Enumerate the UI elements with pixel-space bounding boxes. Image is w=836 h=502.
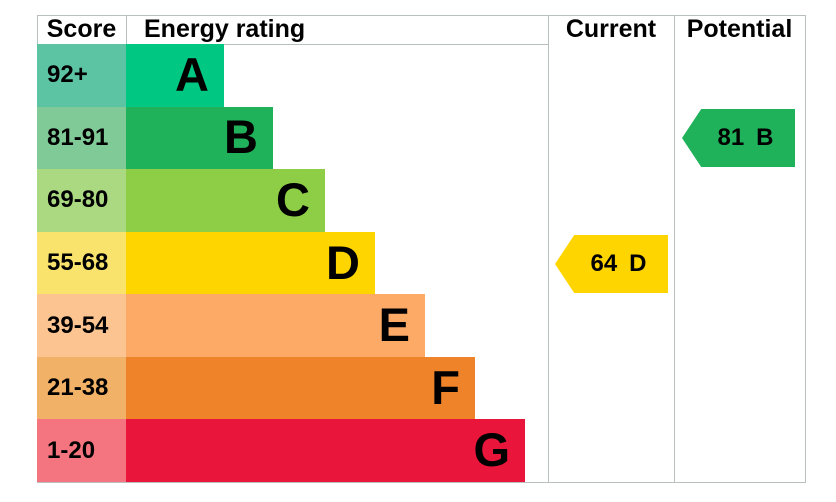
band-letter: E (378, 298, 410, 352)
band-bar: C (126, 169, 325, 232)
band-bar: E (126, 294, 425, 357)
table-border-right (805, 15, 806, 482)
current-rating-arrow: 64 D (555, 235, 668, 293)
band-bar: G (126, 419, 525, 483)
band-row-e: 39-54 E (37, 294, 806, 357)
band-letter: D (326, 235, 360, 289)
band-score-cell: 69-80 (37, 169, 126, 232)
potential-column-divider (674, 15, 675, 482)
band-score-label: 39-54 (47, 311, 109, 339)
band-score-label: 92+ (47, 61, 88, 89)
band-row-b: 81-91 B (37, 106, 806, 170)
band-bar: A (126, 44, 224, 107)
band-score-label: 69-80 (47, 186, 109, 214)
band-score-cell: 81-91 (37, 106, 126, 170)
band-score-cell: 21-38 (37, 356, 126, 420)
band-score-cell: 92+ (37, 44, 126, 107)
current-column-divider (548, 15, 549, 482)
column-header-potential: Potential (686, 15, 793, 43)
band-row-f: 21-38 F (37, 356, 806, 420)
band-bar: D (126, 231, 375, 295)
band-rows: 92+ A 81-91 B 69-80 C 55-68 (37, 44, 806, 483)
header-left-border (37, 15, 38, 44)
potential-rating-value: 81 (717, 124, 745, 151)
score-column-divider (126, 15, 127, 44)
band-score-cell: 55-68 (37, 231, 126, 295)
band-row-d: 55-68 D (37, 231, 806, 295)
column-header-current: Current (565, 15, 657, 43)
current-rating-letter: D (629, 250, 647, 277)
band-row-a: 92+ A (37, 44, 806, 107)
band-score-label: 21-38 (47, 374, 109, 402)
potential-rating-letter: B (756, 124, 774, 151)
current-rating-value: 64 (590, 250, 618, 277)
band-score-label: 1-20 (47, 436, 96, 464)
table-border-top (37, 15, 806, 16)
band-letter: A (175, 47, 209, 101)
band-letter: F (431, 360, 460, 414)
table-border-bottom (37, 482, 806, 483)
band-row-c: 69-80 C (37, 169, 806, 232)
potential-rating-arrow: 81 B (682, 109, 795, 167)
column-header-energy-rating: Energy rating (144, 15, 306, 43)
band-bar: B (126, 106, 273, 170)
band-bar: F (126, 356, 475, 420)
column-header-score: Score (46, 15, 117, 43)
header-bottom-border (37, 44, 549, 45)
band-score-label: 55-68 (47, 249, 109, 277)
band-letter: G (473, 423, 510, 477)
band-letter: B (224, 110, 258, 164)
band-score-label: 81-91 (47, 123, 109, 151)
band-score-cell: 39-54 (37, 294, 126, 357)
band-row-g: 1-20 G (37, 419, 806, 483)
band-score-cell: 1-20 (37, 419, 126, 483)
band-letter: C (276, 172, 310, 226)
